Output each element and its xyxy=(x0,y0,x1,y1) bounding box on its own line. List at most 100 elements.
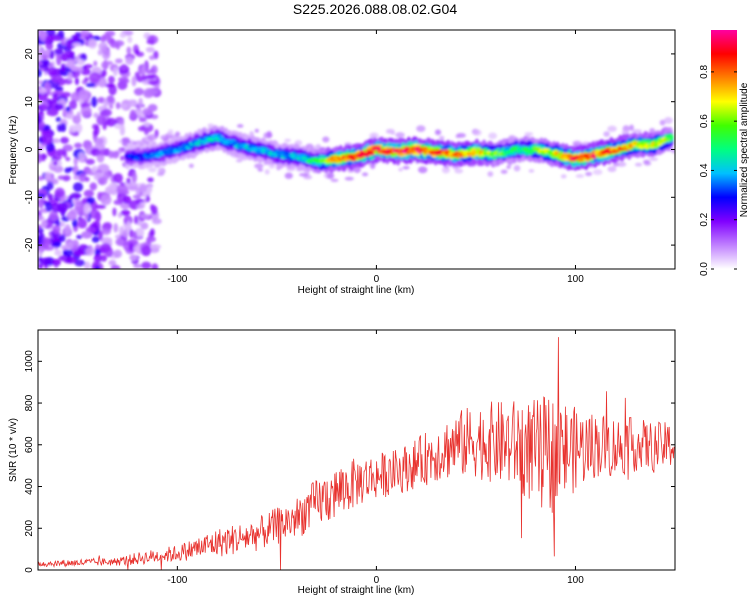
spectrogram-noise-blob xyxy=(108,75,115,84)
spectrogram-noise-blob xyxy=(110,264,121,269)
spectrogram-noise-blob xyxy=(134,71,140,79)
spectrogram-noise-blob xyxy=(506,165,511,169)
snr-ytick-label: 800 xyxy=(24,394,35,411)
spectrogram-noise-blob xyxy=(38,193,45,198)
spectrogram-noise-blob xyxy=(38,79,44,85)
spectrogram-ytick-label: 20 xyxy=(24,48,35,60)
spectrogram-noise-blob xyxy=(47,193,54,201)
spectrogram-noise-blob xyxy=(51,75,64,84)
spectrogram-noise-blob xyxy=(38,104,49,112)
spectrogram-noise-blob xyxy=(49,210,59,221)
spectrogram-noise-blob xyxy=(150,204,155,211)
spectrogram-xlabel: Height of straight line (km) xyxy=(298,285,415,296)
colorbar-tick-label: 0.8 xyxy=(699,64,710,78)
spectrogram-noise-blob xyxy=(46,181,54,191)
spectrogram-noise-blob xyxy=(109,104,114,110)
spectrogram-noise-blob xyxy=(51,138,61,144)
spectrogram-noise-blob xyxy=(93,254,103,263)
spectrogram-ytick-label: -20 xyxy=(24,237,35,252)
snr-xtick-label: 0 xyxy=(374,575,380,586)
spectrogram-noise-blob xyxy=(616,161,627,167)
spectrogram-noise-blob xyxy=(167,129,174,136)
spectrogram-noise-blob xyxy=(472,129,482,136)
spectrogram-noise-blob xyxy=(88,209,101,219)
spectrogram-noise-blob xyxy=(139,184,148,193)
spectrogram-noise-blob xyxy=(86,197,96,204)
spectrogram-noise-blob xyxy=(119,103,128,109)
spectrogram-noise-blob xyxy=(70,91,81,103)
spectrogram-noise-blob xyxy=(38,61,43,66)
spectrogram-noise-blob xyxy=(49,49,55,60)
spectrogram-noise-blob xyxy=(65,156,71,162)
spectrogram-noise-blob xyxy=(80,105,92,117)
spectrogram-noise-blob xyxy=(88,38,98,49)
spectrogram-noise-blob xyxy=(38,142,42,147)
spectrogram-blobs xyxy=(38,30,675,269)
spectrogram-noise-blob xyxy=(44,171,52,181)
spectrogram-noise-blob xyxy=(89,182,98,191)
spectrogram-noise-blob xyxy=(150,64,158,75)
spectrogram-noise-blob xyxy=(100,194,112,206)
spectrogram-ylabel: Frequency (Hz) xyxy=(8,116,19,185)
spectrogram-noise-blob xyxy=(607,166,617,173)
spectrogram-noise-blob xyxy=(72,42,82,47)
colorbar-label: Normalized spectral amplitude xyxy=(739,82,750,217)
spectrogram-noise-blob xyxy=(52,92,59,103)
spectrogram-noise-blob xyxy=(524,131,534,136)
spectrogram-noise-blob xyxy=(64,256,77,264)
spectrogram-noise-blob xyxy=(101,33,111,40)
spectrogram-noise-blob xyxy=(126,220,131,231)
spectrogram-noise-blob xyxy=(52,241,62,248)
snr-ytick-label: 400 xyxy=(24,478,35,495)
spectrogram-noise-blob xyxy=(93,112,99,119)
spectrogram-noise-blob xyxy=(254,128,259,133)
spectrogram-noise-blob xyxy=(629,124,634,131)
spectrogram-noise-blob xyxy=(120,155,125,161)
spectrogram-noise-blob xyxy=(141,261,152,269)
spectrogram-noise-blob xyxy=(95,204,107,209)
spectrogram-noise-blob xyxy=(39,257,52,266)
spectrogram-noise-blob xyxy=(149,244,159,254)
spectrogram-noise-blob xyxy=(138,117,147,123)
spectrogram-noise-blob xyxy=(115,238,125,246)
spectrogram-noise-blob xyxy=(133,263,143,269)
spectrogram-noise-blob xyxy=(38,199,45,208)
spectrogram-noise-blob xyxy=(592,169,603,176)
spectrogram-noise-blob xyxy=(73,157,78,166)
spectrogram-noise-blob xyxy=(88,72,101,84)
spectrogram-noise-blob xyxy=(51,258,61,267)
spectrogram-noise-blob xyxy=(78,66,84,73)
spectrogram-noise-blob xyxy=(48,177,56,183)
spectrogram-noise-blob xyxy=(322,136,330,143)
spectrogram-noise-blob xyxy=(298,173,308,177)
spectrogram-noise-blob xyxy=(145,195,150,203)
spectrogram-noise-blob xyxy=(147,80,159,86)
colorbar-tick-label: 0.0 xyxy=(699,262,710,276)
spectrogram-noise-blob xyxy=(105,117,117,127)
spectrogram-xtick-label: 0 xyxy=(374,274,380,285)
spectrogram-noise-blob xyxy=(74,77,80,86)
spectrogram-noise-blob xyxy=(344,176,354,181)
spectrogram-noise-blob xyxy=(284,172,293,179)
snr-series-line xyxy=(38,337,675,570)
spectrogram-noise-blob xyxy=(266,130,272,138)
spectrogram-noise-blob xyxy=(643,159,650,164)
spectrogram-noise-blob xyxy=(112,207,117,217)
spectrogram-noise-blob xyxy=(632,129,643,134)
spectrogram-noise-blob xyxy=(417,166,428,174)
spectrogram-noise-blob xyxy=(585,171,593,177)
spectrogram-noise-blob xyxy=(64,224,71,235)
spectrogram-noise-blob xyxy=(57,202,68,214)
spectrogram-noise-blob xyxy=(268,164,276,169)
spectrogram-noise-blob xyxy=(66,211,78,221)
spectrogram-noise-blob xyxy=(66,241,74,250)
spectrogram-noise-blob xyxy=(108,259,117,266)
spectrogram-noise-blob xyxy=(38,30,48,42)
spectrogram-noise-blob xyxy=(60,53,70,62)
spectrogram-noise-blob xyxy=(119,32,127,39)
spectrogram-noise-blob xyxy=(142,107,153,116)
spectrogram-noise-blob xyxy=(488,132,498,140)
spectrogram-noise-blob xyxy=(85,247,95,256)
